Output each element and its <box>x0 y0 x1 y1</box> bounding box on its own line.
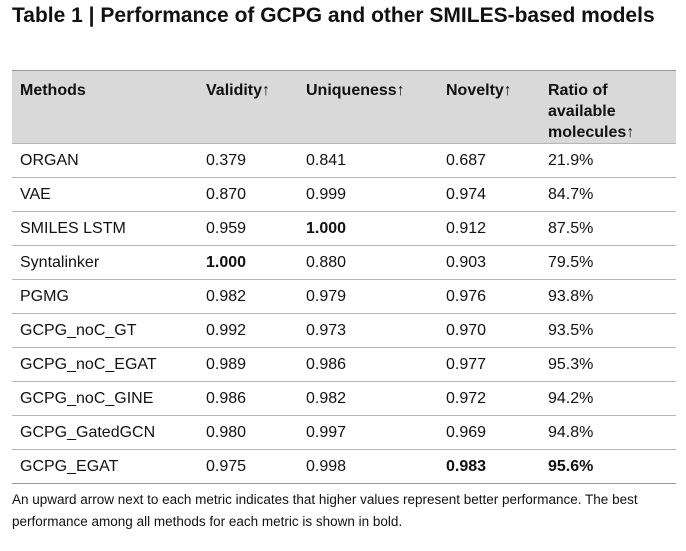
cell-novelty: 0.903 <box>438 245 540 280</box>
cell-ratio: 79.5% <box>540 245 676 280</box>
cell-novelty: 0.972 <box>438 381 540 416</box>
cell-validity: 0.989 <box>198 347 298 382</box>
up-arrow-icon: ↑ <box>396 82 405 99</box>
cell-validity: 0.986 <box>198 381 298 416</box>
header-label: Uniqueness <box>306 82 397 99</box>
cell-uniqueness: 0.982 <box>298 381 438 416</box>
cell-method: GCPG_noC_EGAT <box>12 347 198 382</box>
cell-uniqueness: 0.841 <box>298 143 438 178</box>
cell-method: GCPG_EGAT <box>12 449 198 484</box>
performance-table: Methods Validity↑ Uniqueness↑ Novelty↑ R… <box>12 70 676 484</box>
cell-uniqueness: 0.979 <box>298 279 438 314</box>
cell-novelty: 0.977 <box>438 347 540 382</box>
header-row: Methods Validity↑ Uniqueness↑ Novelty↑ R… <box>12 70 676 144</box>
table-header: Methods Validity↑ Uniqueness↑ Novelty↑ R… <box>12 70 676 144</box>
cell-method: Syntalinker <box>12 245 198 280</box>
cell-ratio: 84.7% <box>540 177 676 212</box>
cell-validity: 0.870 <box>198 177 298 212</box>
table-row: GCPG_EGAT 0.975 0.998 0.983 95.6% <box>12 449 676 484</box>
cell-ratio: 87.5% <box>540 211 676 246</box>
cell-validity: 1.000 <box>198 245 298 280</box>
table-container: Methods Validity↑ Uniqueness↑ Novelty↑ R… <box>12 70 676 484</box>
cell-validity: 0.980 <box>198 415 298 450</box>
table-row: Syntalinker 1.000 0.880 0.903 79.5% <box>12 245 676 280</box>
table-row: GCPG_GatedGCN 0.980 0.997 0.969 94.8% <box>12 415 676 450</box>
cell-uniqueness: 0.999 <box>298 177 438 212</box>
table-row: VAE 0.870 0.999 0.974 84.7% <box>12 177 676 212</box>
cell-method: PGMG <box>12 279 198 314</box>
cell-method: GCPG_GatedGCN <box>12 415 198 450</box>
up-arrow-icon: ↑ <box>262 82 271 99</box>
cell-novelty: 0.912 <box>438 211 540 246</box>
table-row: ORGAN 0.379 0.841 0.687 21.9% <box>12 143 676 178</box>
cell-uniqueness: 0.998 <box>298 449 438 484</box>
cell-uniqueness: 0.997 <box>298 415 438 450</box>
cell-novelty: 0.976 <box>438 279 540 314</box>
header-label: Ratio of available molecules <box>548 82 627 141</box>
cell-novelty: 0.969 <box>438 415 540 450</box>
header-label: Novelty <box>446 82 504 99</box>
cell-uniqueness: 0.973 <box>298 313 438 348</box>
header-validity: Validity↑ <box>198 70 298 144</box>
table-row: GCPG_noC_EGAT 0.989 0.986 0.977 95.3% <box>12 347 676 382</box>
cell-ratio: 94.2% <box>540 381 676 416</box>
cell-ratio: 94.8% <box>540 415 676 450</box>
table-row: GCPG_noC_GT 0.992 0.973 0.970 93.5% <box>12 313 676 348</box>
table-row: PGMG 0.982 0.979 0.976 93.8% <box>12 279 676 314</box>
cell-ratio: 95.6% <box>540 449 676 484</box>
cell-novelty: 0.687 <box>438 143 540 178</box>
cell-method: ORGAN <box>12 143 198 178</box>
cell-uniqueness: 0.986 <box>298 347 438 382</box>
cell-ratio: 95.3% <box>540 347 676 382</box>
cell-validity: 0.959 <box>198 211 298 246</box>
table-footnote: An upward arrow next to each metric indi… <box>12 492 638 529</box>
cell-method: VAE <box>12 177 198 212</box>
up-arrow-icon: ↑ <box>626 124 635 141</box>
cell-validity: 0.992 <box>198 313 298 348</box>
cell-ratio: 93.5% <box>540 313 676 348</box>
header-uniqueness: Uniqueness↑ <box>298 70 438 144</box>
cell-novelty: 0.970 <box>438 313 540 348</box>
cell-method: GCPG_noC_GINE <box>12 381 198 416</box>
header-label: Methods <box>20 82 86 99</box>
header-methods: Methods <box>12 70 198 144</box>
header-ratio: Ratio of available molecules↑ <box>540 70 676 144</box>
cell-uniqueness: 1.000 <box>298 211 438 246</box>
cell-novelty: 0.983 <box>438 449 540 484</box>
cell-ratio: 21.9% <box>540 143 676 178</box>
cell-validity: 0.379 <box>198 143 298 178</box>
up-arrow-icon: ↑ <box>503 82 512 99</box>
cell-uniqueness: 0.880 <box>298 245 438 280</box>
table-row: GCPG_noC_GINE 0.986 0.982 0.972 94.2% <box>12 381 676 416</box>
table-title: Table 1 | Performance of GCPG and other … <box>12 4 655 27</box>
table-row: SMILES LSTM 0.959 1.000 0.912 87.5% <box>12 211 676 246</box>
header-novelty: Novelty↑ <box>438 70 540 144</box>
cell-method: GCPG_noC_GT <box>12 313 198 348</box>
header-label: Validity <box>206 82 263 99</box>
cell-validity: 0.982 <box>198 279 298 314</box>
cell-validity: 0.975 <box>198 449 298 484</box>
cell-method: SMILES LSTM <box>12 211 198 246</box>
cell-ratio: 93.8% <box>540 279 676 314</box>
table-body: ORGAN 0.379 0.841 0.687 21.9% VAE 0.870 0.999 0.… <box>12 143 676 484</box>
cell-novelty: 0.974 <box>438 177 540 212</box>
